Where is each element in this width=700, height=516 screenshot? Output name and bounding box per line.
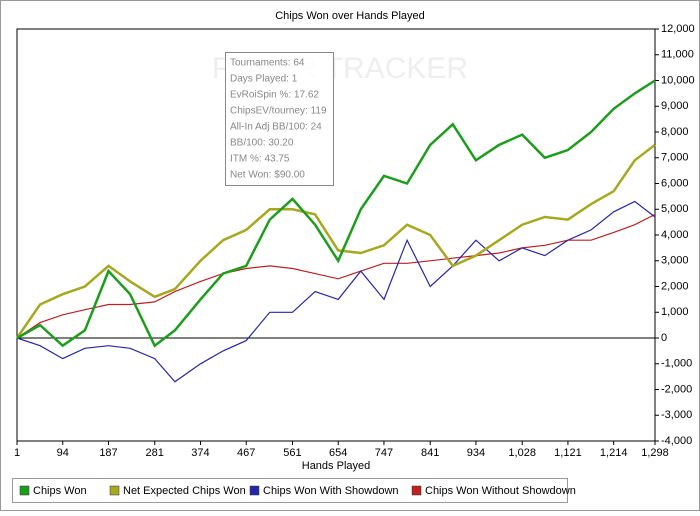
y-tick-label: -4,000 <box>661 435 692 447</box>
x-tick-label: 94 <box>57 447 69 459</box>
x-tick-label: 1,121 <box>554 447 582 459</box>
info-line: EvRoiSpin %: 17.62 <box>230 90 319 101</box>
info-line: Days Played: 1 <box>230 74 298 85</box>
legend <box>12 478 568 503</box>
y-tick-label: -2,000 <box>661 383 692 395</box>
x-tick-label: 654 <box>329 447 347 459</box>
y-tick-label: 4,000 <box>661 229 689 241</box>
info-line: Tournaments: 64 <box>230 58 305 69</box>
legend-label: Chips Won Without Showdown <box>425 485 576 497</box>
info-line: ChipsEV/tourney: 119 <box>230 106 327 117</box>
y-tick-label: -3,000 <box>661 409 692 421</box>
y-tick-label: 2,000 <box>661 280 689 292</box>
y-tick-label: 1,000 <box>661 306 689 318</box>
series-line <box>16 213 656 339</box>
y-tick-label: 0 <box>661 332 667 344</box>
y-tick-label: 5,000 <box>661 203 689 215</box>
x-tick-label: 374 <box>191 447 209 459</box>
y-tick-label: 8,000 <box>661 126 689 138</box>
x-tick-label: 561 <box>283 447 301 459</box>
y-tick-label: 9,000 <box>661 100 689 112</box>
x-tick-label: 1,214 <box>600 447 628 459</box>
y-tick-label: 6,000 <box>661 177 689 189</box>
info-box <box>225 52 334 186</box>
y-tick-label: 12,000 <box>661 23 695 35</box>
series-line <box>16 200 656 383</box>
x-tick-label: 747 <box>375 447 393 459</box>
info-line: All-In Adj BB/100: 24 <box>230 122 322 133</box>
legend-swatch <box>19 485 30 496</box>
legend-swatch <box>411 485 422 496</box>
x-tick-label: 187 <box>99 447 117 459</box>
info-line: ITM %: 43.75 <box>230 154 290 165</box>
x-axis-label: Hands Played <box>302 460 371 472</box>
series-line <box>15 143 656 339</box>
legend-swatch <box>249 485 260 496</box>
series-line <box>16 79 656 348</box>
y-tick-label: 11,000 <box>661 49 694 61</box>
y-tick-label: 3,000 <box>661 255 689 267</box>
x-tick-label: 1,028 <box>508 447 536 459</box>
x-tick-label: 1 <box>14 447 20 459</box>
info-line: Net Won: $90.00 <box>230 170 305 181</box>
x-tick-label: 1,298 <box>641 447 669 459</box>
y-tick-label: 7,000 <box>661 152 689 164</box>
x-tick-label: 281 <box>146 447 164 459</box>
y-tick-label: -1,000 <box>661 358 692 370</box>
legend-label: Chips Won With Showdown <box>263 485 399 497</box>
x-tick-label: 467 <box>237 447 255 459</box>
legend-label: Net Expected Chips Won <box>123 485 246 497</box>
info-line: BB/100: 30.20 <box>230 138 294 149</box>
x-tick-label: 934 <box>467 447 485 459</box>
legend-swatch <box>109 485 120 496</box>
chart-title: Chips Won over Hands Played <box>275 10 425 22</box>
y-tick-label: 10,000 <box>661 74 695 86</box>
x-tick-label: 841 <box>421 447 439 459</box>
legend-label: Chips Won <box>33 485 87 497</box>
